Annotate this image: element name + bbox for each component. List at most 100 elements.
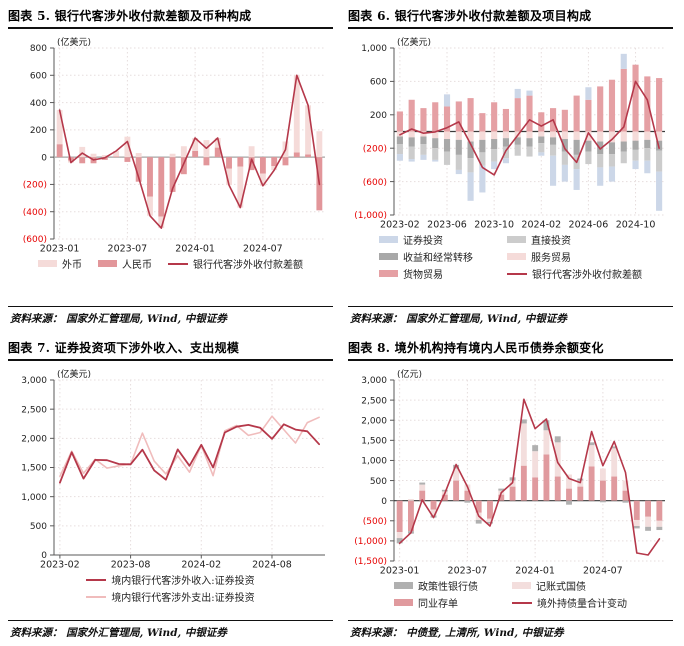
legend-label: 证券投资 <box>403 236 443 247</box>
legend-item: 外币 <box>38 256 82 271</box>
figure-7-source: 资料来源： 国家外汇管理局, Wind, 中银证券 <box>8 620 333 646</box>
svg-text:2024-02: 2024-02 <box>521 220 561 231</box>
legend-item: 货物贸易 <box>379 266 473 281</box>
svg-text:200: 200 <box>370 111 387 121</box>
legend-item: 人民币 <box>98 256 152 271</box>
svg-text:1,500: 1,500 <box>361 437 387 447</box>
svg-text:2,000: 2,000 <box>21 435 47 445</box>
axis-unit-label: (亿美元) <box>57 36 91 48</box>
figure-6-legend: 证券投资 直接投资收益和经常转移 服务贸易货物贸易 银行代客涉外收付款差额 <box>348 232 673 281</box>
axis-unit-label: (亿美元) <box>57 368 91 380</box>
svg-text:0: 0 <box>381 497 387 507</box>
axis-unit-label: (亿美元) <box>397 36 431 48</box>
figure-5-legend: 外币 人民币 银行代客涉外收付款差额 <box>8 256 333 271</box>
legend-item: 银行代客涉外收付款差额 <box>507 266 642 281</box>
svg-text:2024-07: 2024-07 <box>243 244 283 255</box>
svg-text:600: 600 <box>30 71 47 81</box>
axis-unit-label: (亿元) <box>397 368 422 380</box>
legend-item: 银行代客涉外收付款差额 <box>168 256 303 271</box>
svg-text:2024-10: 2024-10 <box>616 220 656 231</box>
legend-label: 银行代客涉外收付款差额 <box>193 260 303 271</box>
figure-7-legend: 境内银行代客涉外收入:证券投资 境内银行代客涉外支出:证券投资 <box>8 572 333 604</box>
svg-text:(1,500): (1,500) <box>354 557 387 567</box>
svg-text:2023-07: 2023-07 <box>448 566 488 577</box>
legend-item: 直接投资 <box>507 232 642 247</box>
svg-text:1,000: 1,000 <box>21 493 47 503</box>
legend-item: 境内银行代客涉外支出:证券投资 <box>86 589 255 604</box>
svg-text:2024-08: 2024-08 <box>252 560 292 571</box>
svg-text:2024-06: 2024-06 <box>569 220 609 231</box>
svg-text:3,000: 3,000 <box>361 376 387 386</box>
svg-text:500: 500 <box>370 477 387 487</box>
legend-label: 货物贸易 <box>403 270 443 281</box>
svg-text:2023-07: 2023-07 <box>108 244 148 255</box>
figure-5-chart-area: 800 600 400 200 0 (200) (400) (600) 2023-01 2023-… <box>8 33 333 255</box>
svg-text:1,000: 1,000 <box>361 457 387 467</box>
legend-item: 同业存单 <box>394 595 478 610</box>
svg-text:2023-02: 2023-02 <box>380 220 420 231</box>
legend-swatch-icon <box>379 253 398 260</box>
svg-text:(200): (200) <box>23 181 47 191</box>
legend-label: 同业存单 <box>418 599 458 610</box>
svg-text:800: 800 <box>30 44 47 54</box>
legend-swatch-icon <box>379 270 398 277</box>
legend-label: 外币 <box>62 260 82 271</box>
legend-swatch-icon <box>507 236 526 243</box>
svg-text:2023-02: 2023-02 <box>40 560 80 571</box>
legend-label: 银行代客涉外收付款差额 <box>532 270 642 281</box>
svg-text:2024-07: 2024-07 <box>583 566 623 577</box>
figure-8-title: 图表 8. 境外机构持有境内人民币债券余额变化 <box>348 338 673 361</box>
svg-text:2024-01: 2024-01 <box>515 566 555 577</box>
legend-line-icon <box>86 578 107 581</box>
svg-text:0: 0 <box>41 551 47 561</box>
legend-label: 境外持债量合计变动 <box>537 599 627 610</box>
figure-8-legend: 政策性银行债 记账式国债同业存单 境外持债量合计变动 <box>348 578 673 610</box>
legend-line-icon <box>512 601 532 604</box>
svg-text:2023-08: 2023-08 <box>111 560 151 571</box>
svg-text:(500): (500) <box>363 517 387 527</box>
figure-6-title: 图表 6. 银行代客涉外收付款差额及项目构成 <box>348 6 673 29</box>
svg-text:1,000: 1,000 <box>361 44 387 54</box>
legend-item: 收益和经常转移 <box>379 249 473 264</box>
figure-8-chart: 3,000 2,500 2,000 1,500 1,000 500 0 (500) (1,000… <box>354 368 665 577</box>
figure-7-panel: 图表 7. 证券投资项下涉外收入、支出规模 3,000 2,500 2,000 1,5… <box>2 334 342 646</box>
legend-label: 政策性银行债 <box>418 582 478 593</box>
figure-8-chart-area: 3,000 2,500 2,000 1,500 1,000 500 0 (500) (1,000… <box>348 365 673 577</box>
legend-swatch-icon <box>507 253 526 260</box>
figure-5-title: 图表 5. 银行代客涉外收付款差额及币种构成 <box>8 6 333 29</box>
svg-text:200: 200 <box>30 126 47 136</box>
svg-text:2,000: 2,000 <box>361 416 387 426</box>
svg-text:2,500: 2,500 <box>21 405 47 415</box>
legend-swatch-icon <box>38 260 57 267</box>
legend-line-icon <box>507 272 527 275</box>
legend-item: 证券投资 <box>379 232 473 247</box>
svg-text:1,500: 1,500 <box>21 464 47 474</box>
figure-6-panel: 图表 6. 银行代客涉外收付款差额及项目构成 1,000 600 200 (200) (… <box>342 2 682 332</box>
svg-text:2024-02: 2024-02 <box>181 560 221 571</box>
svg-text:(600): (600) <box>363 178 387 188</box>
svg-text:2023-01: 2023-01 <box>40 244 80 255</box>
figure-6-chart: 1,000 600 200 (200) (600) (1,000)2023-02 2023-… <box>354 36 665 231</box>
svg-text:2023-01: 2023-01 <box>380 566 420 577</box>
legend-item: 境外持债量合计变动 <box>512 595 627 610</box>
legend-item: 政策性银行债 <box>394 578 478 593</box>
svg-text:500: 500 <box>30 522 47 532</box>
svg-text:400: 400 <box>30 99 47 109</box>
legend-swatch-icon <box>394 599 413 606</box>
figure-6-chart-area: 1,000 600 200 (200) (600) (1,000) 2023-02 2023-… <box>348 33 673 231</box>
legend-label: 记账式国债 <box>536 582 586 593</box>
figure-8-panel: 图表 8. 境外机构持有境内人民币债券余额变化 3,000 2,500 2,000 1… <box>342 334 682 646</box>
legend-label: 收益和经常转移 <box>403 253 473 264</box>
svg-text:0: 0 <box>41 153 47 163</box>
legend-item: 服务贸易 <box>507 249 642 264</box>
svg-text:(1,000): (1,000) <box>354 211 387 221</box>
legend-line-icon <box>86 595 107 598</box>
svg-text:600: 600 <box>370 78 387 88</box>
figure-5-source: 资料来源： 国家外汇管理局, Wind, 中银证券 <box>8 306 333 332</box>
legend-swatch-icon <box>98 260 117 267</box>
figure-8-source: 资料来源： 中债登, 上清所, Wind, 中银证券 <box>348 620 673 646</box>
